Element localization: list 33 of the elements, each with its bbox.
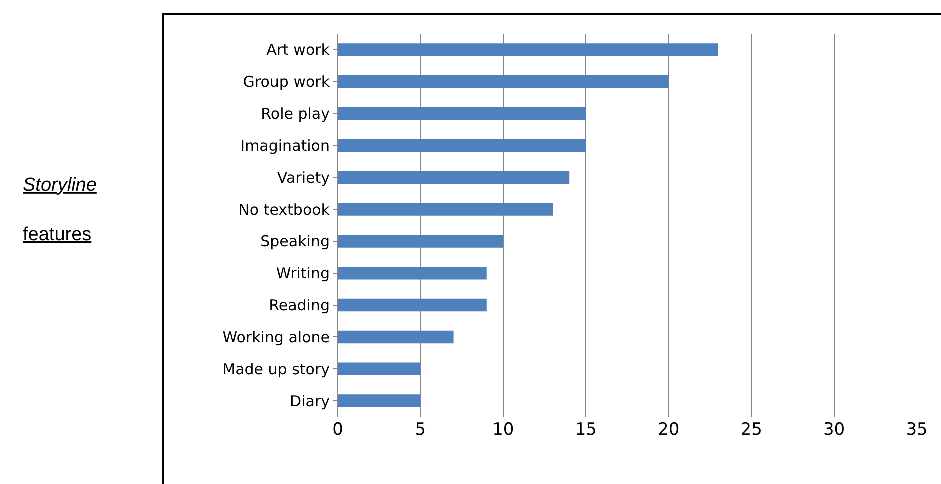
bar <box>338 171 570 184</box>
y-tick-label: Speaking <box>260 232 330 251</box>
bar <box>338 75 669 88</box>
x-tick-label: 25 <box>740 420 762 440</box>
bar <box>338 139 586 152</box>
x-tick-label: 30 <box>823 420 846 440</box>
y-tick-label: Art work <box>266 41 330 60</box>
x-tick-label: 20 <box>658 420 680 440</box>
bar <box>338 203 554 216</box>
y-tick-label: Writing <box>276 264 330 283</box>
bar <box>338 235 504 248</box>
y-tick-label: Imagination <box>240 136 330 155</box>
bar <box>338 298 487 312</box>
bar <box>338 44 718 56</box>
y-tick-label: Diary <box>290 392 330 410</box>
x-tick-label: 35 <box>906 420 928 440</box>
bar <box>338 362 421 376</box>
x-tick-label: 5 <box>415 420 426 440</box>
y-tick-label: Role play <box>261 105 330 124</box>
bar <box>338 107 586 120</box>
y-tick-label: Variety <box>277 168 330 187</box>
y-tick-label: Group work <box>243 73 330 92</box>
x-tick-label: 0 <box>332 420 344 440</box>
bar <box>338 394 421 408</box>
y-tick-label: No textbook <box>238 200 330 219</box>
x-tick-label: 10 <box>492 420 514 440</box>
text: Storyline features <box>23 175 97 246</box>
bar <box>338 266 487 280</box>
bar <box>338 330 454 344</box>
x-tick-label: 15 <box>575 420 597 440</box>
y-tick-label: Made up story <box>222 360 330 378</box>
y-tick-label: Reading <box>269 296 330 315</box>
y-tick-label: Working alone <box>222 328 330 346</box>
